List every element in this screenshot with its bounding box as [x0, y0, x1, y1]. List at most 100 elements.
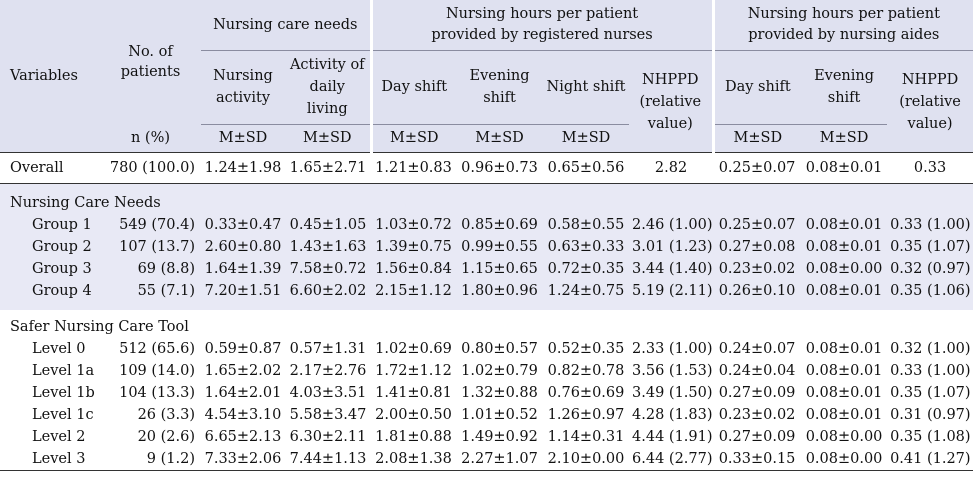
- unit-msd: M±SD: [561, 130, 611, 146]
- cell-adl: 7.44±1.13: [289, 450, 367, 467]
- cell-aide-evening: 0.08±0.00: [805, 428, 883, 445]
- cell-na: 7.33±2.06: [204, 450, 282, 467]
- cell-rn-evening: 1.02±0.79: [461, 362, 538, 379]
- cell-na: 1.64±2.01: [204, 384, 282, 401]
- cell-rn-nhppd: 4.28 (1.83): [632, 406, 713, 423]
- cell-n: 549 (70.4): [119, 216, 195, 233]
- cell-rn-night: 1.26±0.97: [547, 406, 625, 423]
- cell-aide-nhppd: 0.33 (1.00): [890, 216, 971, 233]
- cell-aide-nhppd: 0.35 (1.08): [890, 428, 971, 445]
- col-rn-day: Day shift: [371, 50, 457, 125]
- unit-msd: M±SD: [389, 130, 439, 146]
- table-row: Group 2 107 (13.7) 2.60±0.80 1.43±1.63 1.39±…: [0, 236, 973, 258]
- row-label: Level 1b: [32, 384, 95, 401]
- col-rn-evening: Evening shift: [456, 50, 544, 125]
- cell-rn-evening: 1.80±0.96: [461, 282, 538, 299]
- table-row: Level 1b 104 (13.3) 1.64±2.01 4.03±3.51 1.41…: [0, 382, 973, 404]
- cell-rn-nhppd: 2.46 (1.00): [632, 216, 713, 233]
- cell-n: 107 (13.7): [119, 238, 195, 255]
- col-n-pct: n (%): [130, 129, 171, 146]
- cell-rn-nhppd: 2.82: [654, 159, 688, 176]
- cell-na: 0.59±0.87: [204, 340, 282, 357]
- cell-adl: 2.17±2.76: [289, 362, 367, 379]
- cell-na: 4.54±3.10: [204, 406, 282, 423]
- cell-aide-nhppd: 0.35 (1.07): [890, 238, 971, 255]
- row-label: Level 0: [32, 340, 86, 357]
- cell-aide-evening: 0.08±0.01: [805, 159, 883, 176]
- cell-rn-night: 0.52±0.35: [547, 340, 625, 357]
- cell-adl: 6.60±2.02: [289, 282, 367, 299]
- cell-rn-day: 2.00±0.50: [375, 406, 452, 423]
- cell-rn-evening: 0.80±0.57: [461, 340, 538, 357]
- cell-rn-evening: 1.15±0.65: [461, 260, 538, 277]
- cell-rn-night: 0.65±0.56: [547, 159, 625, 176]
- section-title: Nursing Care Needs: [10, 194, 161, 211]
- cell-rn-evening: 0.85±0.69: [461, 216, 538, 233]
- cell-aide-nhppd: 0.35 (1.07): [890, 384, 971, 401]
- cell-rn-day: 1.02±0.69: [375, 340, 452, 357]
- cell-rn-day: 2.15±1.12: [375, 282, 452, 299]
- cell-aide-nhppd: 0.35 (1.06): [890, 282, 971, 299]
- unit-msd: M±SD: [475, 130, 524, 146]
- cell-rn-nhppd: 6.44 (2.77): [632, 450, 713, 467]
- group-rn-hours: Nursing hours per patient provided by re…: [371, 0, 715, 51]
- cell-rn-day: 1.41±0.81: [375, 384, 452, 401]
- cell-rn-nhppd: 4.44 (1.91): [632, 428, 713, 445]
- col-adl: Activity of daily living: [285, 50, 373, 125]
- table-row-overall: Overall 780 (100.0) 1.24±1.98 1.65±2.71 …: [0, 152, 973, 183]
- cell-aide-nhppd: 0.31 (0.97): [890, 406, 971, 423]
- row-label: Level 2: [32, 428, 86, 445]
- cell-adl: 1.65±2.71: [289, 159, 367, 176]
- table-row: Level 1a 109 (14.0) 1.65±2.02 2.17±2.76 1.72…: [0, 360, 973, 382]
- unit-msd: M±SD: [819, 130, 869, 146]
- cell-rn-night: 1.14±0.31: [547, 428, 625, 445]
- cell-aide-day: 0.23±0.02: [718, 260, 796, 277]
- cell-rn-evening: 1.49±0.92: [461, 428, 538, 445]
- cell-aide-evening: 0.08±0.01: [805, 406, 883, 423]
- cell-rn-day: 2.08±1.38: [375, 450, 452, 467]
- table-row: Level 2 20 (2.6) 6.65±2.13 6.30±2.11 1.81±0.…: [0, 426, 973, 448]
- cell-aide-day: 0.27±0.09: [718, 428, 796, 445]
- cell-rn-day: 1.03±0.72: [375, 216, 452, 233]
- cell-aide-day: 0.26±0.10: [718, 282, 796, 299]
- cell-rn-night: 0.72±0.35: [547, 260, 625, 277]
- col-no-patients: No. of patients: [120, 44, 181, 80]
- cell-rn-day: 1.39±0.75: [375, 238, 452, 255]
- unit-msd: M±SD: [733, 130, 783, 146]
- cell-aide-nhppd: 0.33: [913, 159, 947, 176]
- table-row: Level 1c 26 (3.3) 4.54±3.10 5.58±3.47 2.00±0…: [0, 404, 973, 426]
- cell-n: 20 (2.6): [137, 428, 195, 445]
- cell-rn-night: 2.10±0.00: [547, 450, 625, 467]
- table-row: Group 4 55 (7.1) 7.20±1.51 6.60±2.02 2.15±1.…: [0, 280, 973, 302]
- cell-na: 1.65±2.02: [204, 362, 282, 379]
- cell-aide-day: 0.33±0.15: [718, 450, 796, 467]
- cell-aide-evening: 0.08±0.01: [805, 216, 883, 233]
- table-row: Level 0 512 (65.6) 0.59±0.87 0.57±1.31 1.02±…: [0, 338, 973, 360]
- cell-rn-evening: 1.01±0.52: [461, 406, 538, 423]
- col-rn-night: Night shift: [543, 50, 630, 125]
- cell-na: 0.33±0.47: [204, 216, 282, 233]
- cell-aide-day: 0.25±0.07: [718, 216, 796, 233]
- cell-adl: 1.43±1.63: [289, 238, 367, 255]
- cell-n: 9 (1.2): [146, 450, 195, 467]
- row-label: Overall: [10, 159, 64, 176]
- cell-adl: 5.58±3.47: [289, 406, 367, 423]
- section-title-ncn: Nursing Care Needs: [0, 191, 973, 214]
- cell-aide-evening: 0.08±0.00: [805, 260, 883, 277]
- unit-msd: M±SD: [218, 130, 268, 146]
- cell-rn-day: 1.21±0.83: [375, 159, 452, 176]
- cell-rn-nhppd: 3.01 (1.23): [632, 238, 713, 255]
- row-label: Group 2: [32, 238, 92, 255]
- cell-adl: 6.30±2.11: [289, 428, 367, 445]
- col-rn-nhppd: NHPPD (relative value): [629, 50, 715, 152]
- cell-na: 7.20±1.51: [204, 282, 282, 299]
- row-label: Level 1a: [32, 362, 95, 379]
- cell-rn-evening: 2.27±1.07: [461, 450, 538, 467]
- cell-na: 1.24±1.98: [204, 159, 282, 176]
- cell-rn-nhppd: 5.19 (2.11): [632, 282, 713, 299]
- cell-rn-night: 0.63±0.33: [547, 238, 625, 255]
- section-title-snct: Safer Nursing Care Tool: [0, 316, 973, 338]
- cell-rn-day: 1.81±0.88: [375, 428, 452, 445]
- cell-rn-day: 1.56±0.84: [375, 260, 452, 277]
- cell-aide-nhppd: 0.32 (0.97): [890, 260, 971, 277]
